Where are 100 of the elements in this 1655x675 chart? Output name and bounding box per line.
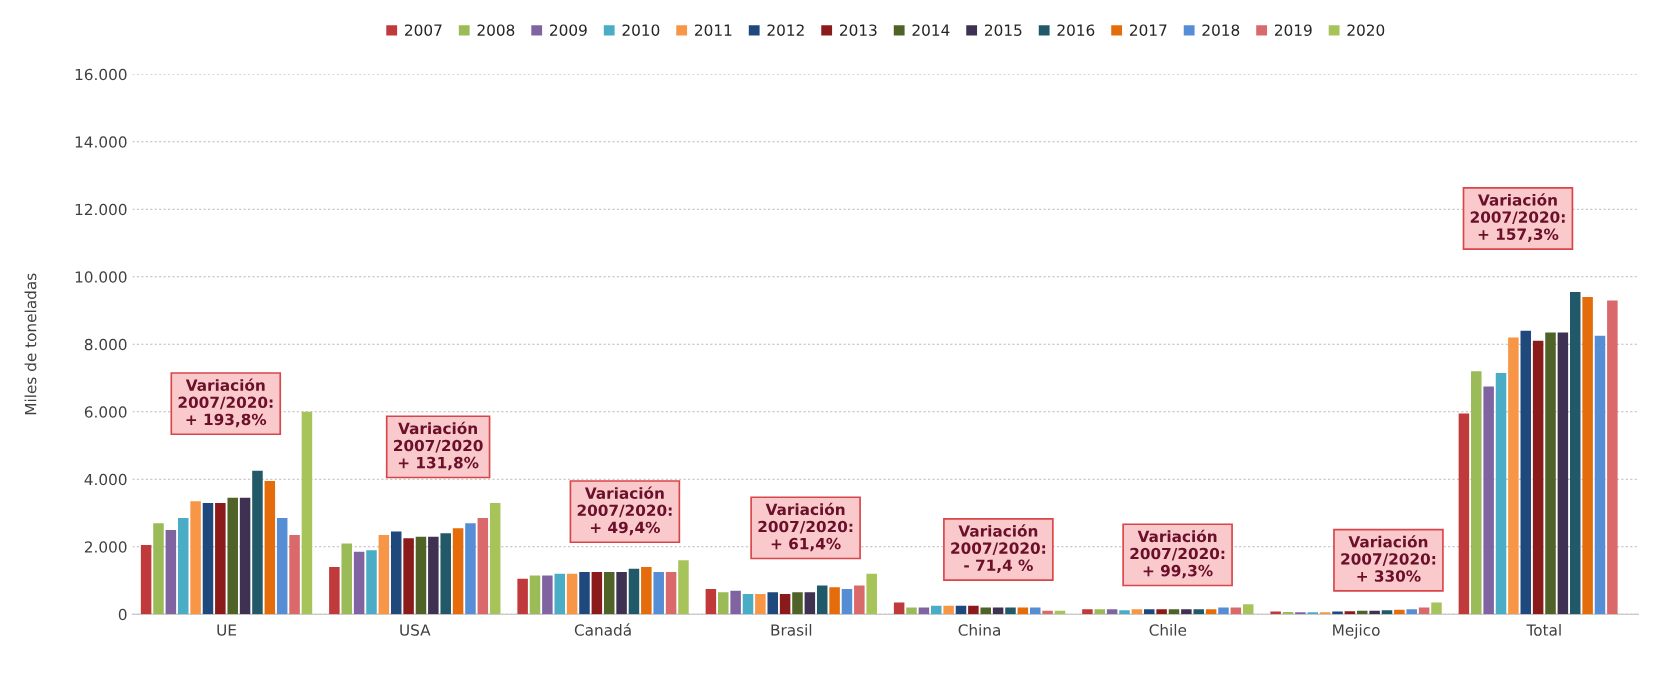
bar — [767, 592, 778, 615]
bar — [1319, 612, 1331, 615]
bar — [1156, 609, 1167, 615]
bar — [177, 518, 189, 615]
bar — [705, 588, 717, 615]
bar — [1082, 609, 1093, 615]
bar — [489, 502, 501, 615]
bar — [390, 531, 402, 615]
y-axis-title: Miles de toneladas — [24, 273, 37, 415]
annotation: Variación 2007/2020: + 157,3% — [1470, 193, 1565, 242]
bar — [202, 502, 214, 615]
bar — [301, 411, 313, 615]
bar — [1119, 610, 1130, 615]
bar — [755, 594, 766, 615]
bar — [579, 572, 590, 615]
bar — [1143, 609, 1155, 615]
bar — [816, 585, 828, 615]
bar — [566, 573, 578, 615]
bar — [1471, 371, 1482, 615]
bar — [968, 605, 979, 615]
bar — [1307, 612, 1319, 615]
y-tick-label: 12.000 — [75, 203, 127, 216]
bar — [1418, 607, 1430, 615]
bar — [730, 590, 741, 615]
bar — [353, 551, 365, 615]
bar — [529, 575, 541, 615]
legend-label: 2014 — [912, 24, 950, 36]
bar — [829, 587, 840, 615]
bar — [1394, 609, 1405, 615]
bar — [718, 592, 729, 615]
bar — [1508, 337, 1519, 615]
bar — [653, 572, 664, 615]
annotation: Variación 2007/2020 + 131,8% — [394, 421, 483, 471]
legend-label: 2008 — [477, 24, 515, 36]
bar — [1495, 372, 1507, 615]
bar — [227, 497, 238, 615]
bar — [252, 470, 263, 615]
legend-label: 2013 — [840, 24, 877, 36]
bar — [239, 497, 251, 615]
y-tick-label: 10.000 — [75, 271, 127, 283]
bar — [1017, 607, 1029, 615]
legend-label: 2009 — [550, 24, 587, 36]
bar — [477, 518, 489, 615]
x-tick-label: Canadá — [574, 623, 631, 636]
bar — [641, 567, 652, 615]
bar — [1381, 610, 1393, 615]
bar — [1106, 609, 1118, 615]
bar — [1218, 607, 1229, 615]
bar — [906, 607, 917, 615]
bar — [190, 501, 201, 615]
bar — [1029, 607, 1041, 615]
legend-label: 2016 — [1057, 24, 1095, 36]
bar — [542, 575, 553, 615]
bar — [854, 585, 865, 615]
x-tick-label: Chile — [1149, 623, 1187, 636]
annotation: Variación 2007/2020: - 71,4 % — [951, 524, 1046, 573]
bar — [1205, 609, 1217, 615]
y-tick-label: 0 — [118, 608, 127, 621]
bar — [1520, 330, 1532, 615]
y-tick-label: 2.000 — [84, 541, 127, 553]
bar — [1193, 609, 1204, 615]
bar — [841, 588, 853, 615]
bar — [1242, 604, 1254, 615]
legend-label: 2017 — [1130, 24, 1167, 36]
legend-label: 2010 — [622, 24, 660, 36]
bar — [165, 529, 177, 615]
bar — [1569, 291, 1581, 615]
legend-label: 2020 — [1347, 24, 1385, 36]
bar — [1181, 609, 1192, 615]
bar — [616, 572, 627, 615]
bar — [1369, 610, 1380, 615]
bar — [1356, 610, 1368, 615]
bar — [1431, 602, 1442, 615]
annotation: Variación 2007/2020: + 61,4% — [758, 502, 853, 552]
bar — [931, 605, 942, 615]
bar — [1557, 332, 1569, 615]
bar — [603, 572, 615, 615]
bar — [329, 567, 340, 615]
y-tick-label: 8.000 — [84, 338, 127, 351]
x-tick-label: Brasil — [771, 623, 812, 636]
bar — [276, 518, 288, 615]
bar — [1042, 610, 1053, 615]
bar — [403, 538, 414, 615]
bar — [153, 523, 164, 615]
x-tick-label: Mejico — [1333, 623, 1380, 639]
bar — [1594, 335, 1606, 615]
bar — [465, 523, 476, 615]
bar — [140, 545, 152, 615]
y-tick-label: 14.000 — [75, 136, 127, 148]
legend-label: 2018 — [1202, 24, 1240, 36]
bar — [591, 572, 603, 615]
bar — [1094, 609, 1106, 615]
bar — [792, 592, 803, 615]
bar — [1483, 386, 1494, 615]
x-tick-label: USA — [400, 624, 431, 636]
bar — [428, 536, 439, 615]
bar — [366, 550, 377, 615]
bar — [440, 533, 451, 615]
bar — [628, 568, 640, 615]
bar — [1005, 607, 1016, 615]
